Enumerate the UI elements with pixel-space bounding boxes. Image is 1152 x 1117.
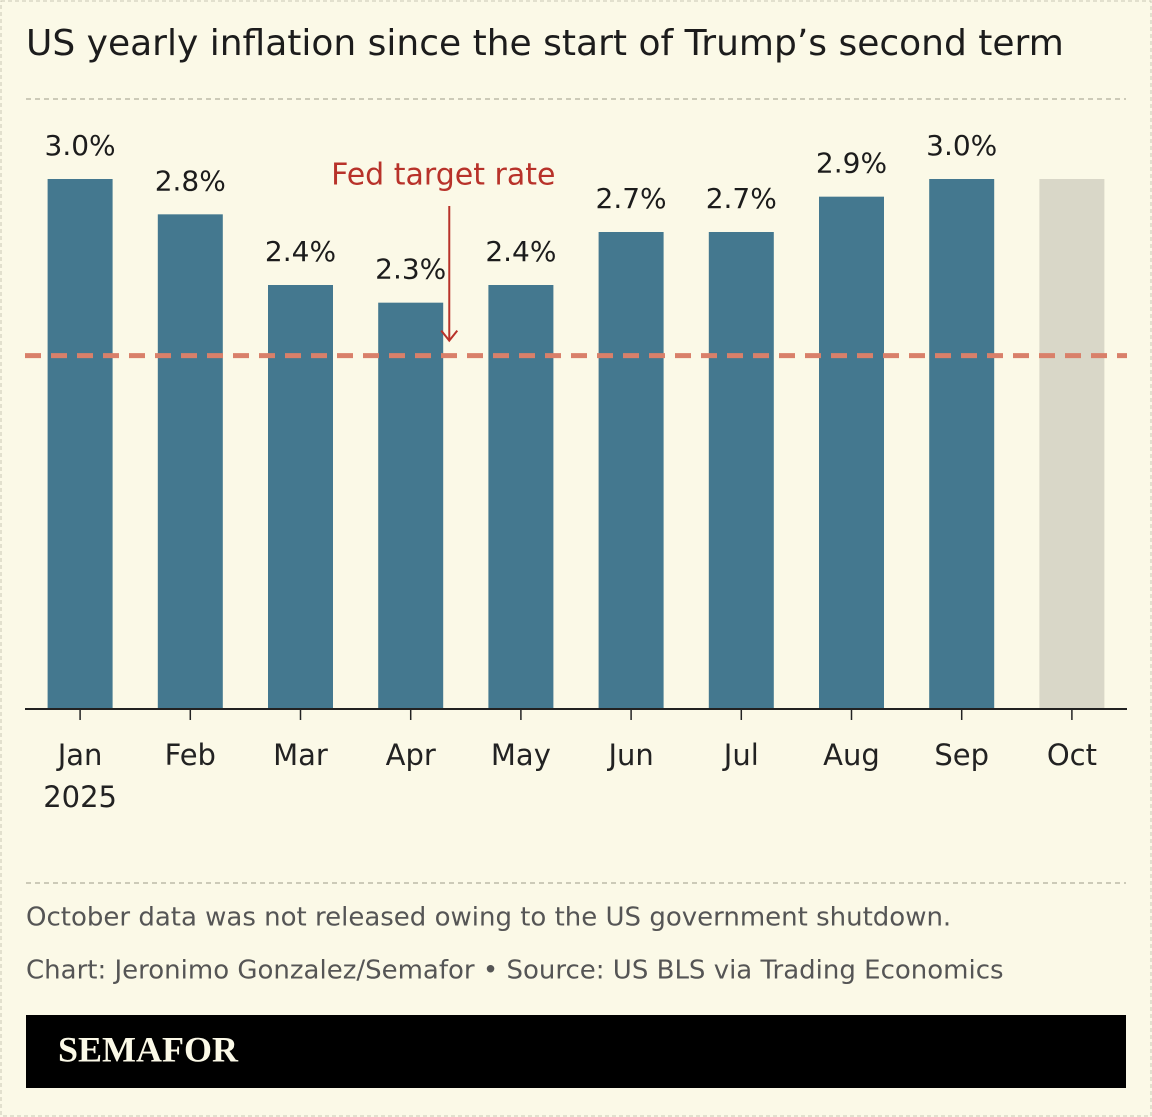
bar xyxy=(819,196,884,709)
chart-title: US yearly inflation since the start of T… xyxy=(26,23,1064,64)
bar xyxy=(708,232,774,709)
value-label: 2.7% xyxy=(596,182,667,215)
missing-bar-placeholder xyxy=(1039,179,1105,709)
x-tick-label: Jan xyxy=(56,738,103,772)
x-tick-label: Feb xyxy=(165,738,216,772)
bar xyxy=(598,232,664,709)
x-year-label: 2025 xyxy=(43,780,117,814)
x-tick-label: Jun xyxy=(606,738,653,772)
bar xyxy=(268,285,333,709)
x-tick-label: May xyxy=(491,738,551,772)
value-label: 2.7% xyxy=(706,182,777,215)
value-label: 2.8% xyxy=(155,164,226,197)
target-arrowhead xyxy=(440,330,459,343)
x-tick-label: Sep xyxy=(934,738,989,772)
x-tick-label: Oct xyxy=(1047,738,1097,772)
target-label: Fed target rate xyxy=(331,158,555,193)
note: October data was not released owing to t… xyxy=(26,903,951,933)
brand: SEMAFOR xyxy=(58,1029,239,1069)
value-label: 3.0% xyxy=(926,129,997,162)
value-label: 3.0% xyxy=(45,129,116,162)
source: Chart: Jeronimo Gonzalez/Semafor • Sourc… xyxy=(26,956,1004,986)
value-label: 2.4% xyxy=(265,235,336,268)
value-label: 2.9% xyxy=(816,147,887,180)
footer-bar xyxy=(26,1015,1126,1088)
x-tick-label: Jul xyxy=(722,738,759,772)
x-tick-label: Aug xyxy=(823,738,880,772)
bar xyxy=(929,179,995,709)
value-label: 2.3% xyxy=(375,253,446,286)
bar xyxy=(157,214,223,710)
bar xyxy=(488,285,554,709)
x-tick-label: Mar xyxy=(273,738,328,772)
x-tick-label: Apr xyxy=(386,738,436,772)
value-label: 2.4% xyxy=(485,235,556,268)
bar xyxy=(378,302,444,709)
bar xyxy=(47,179,113,709)
